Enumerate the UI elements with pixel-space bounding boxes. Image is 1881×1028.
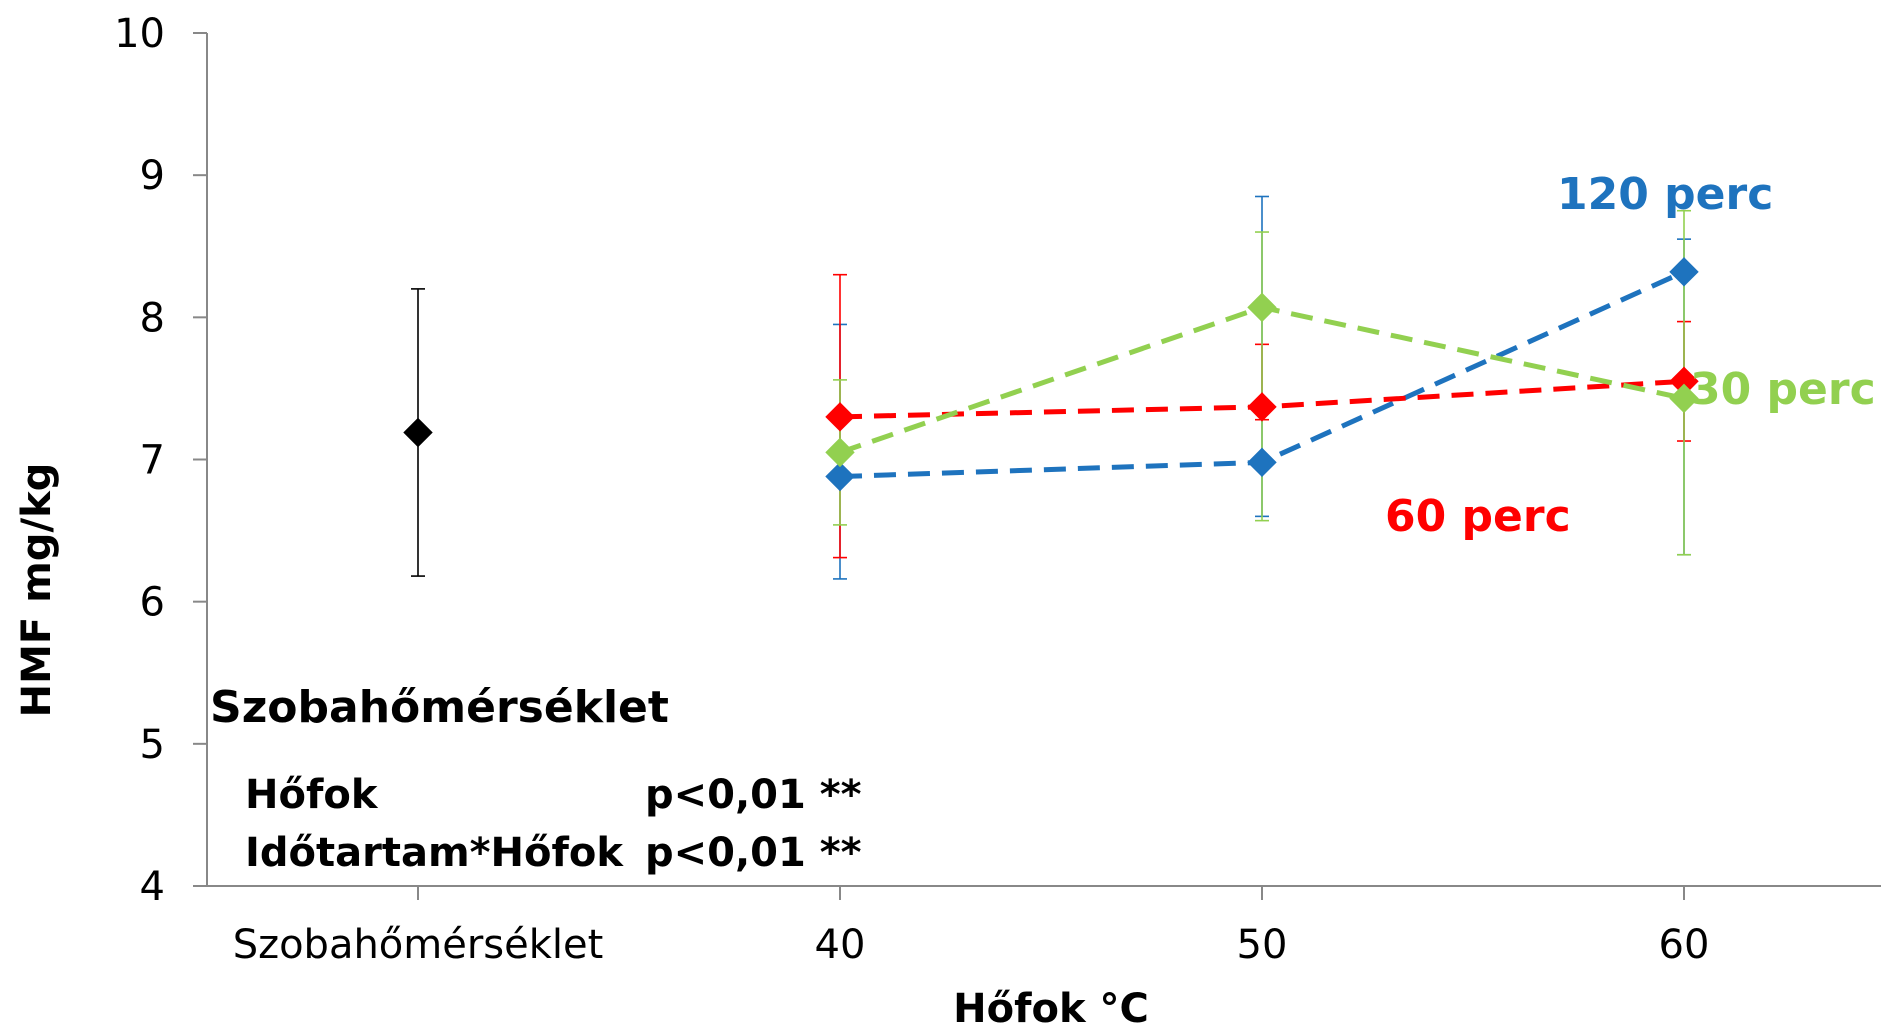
series-label-120-perc: 120 perc bbox=[1557, 169, 1773, 220]
axes: 4 5 6 7 8 9 10 Szobahőmérséklet 40 50 60 bbox=[114, 11, 1881, 968]
stat-p-hofok: p<0,01 ** bbox=[645, 772, 862, 818]
y-tick-label: 7 bbox=[140, 438, 165, 484]
y-axis-title: HMF mg/kg bbox=[14, 463, 60, 718]
error-bar-30-perc bbox=[1255, 231, 1269, 522]
data-point-120-perc bbox=[825, 461, 855, 492]
data-point-30-perc bbox=[1669, 383, 1699, 414]
series-label-30-perc: 30 perc bbox=[1690, 364, 1876, 415]
stat-factor-idotartam-hofok: Időtartam*Hőfok bbox=[245, 830, 624, 876]
data-point-120-perc bbox=[1669, 257, 1699, 287]
y-tick-label: 4 bbox=[140, 864, 165, 910]
labels: Hőfok °C HMF mg/kg Szobahőmérséklet Hőfo… bbox=[14, 169, 1876, 1028]
series-label-60-perc: 60 perc bbox=[1385, 491, 1571, 542]
data-point-60-perc bbox=[825, 402, 855, 432]
data-point-60-perc bbox=[1247, 392, 1277, 422]
x-tick-label: 60 bbox=[1659, 922, 1710, 968]
y-tick-label: 9 bbox=[140, 153, 165, 199]
stat-p-idotartam-hofok: p<0,01 ** bbox=[645, 830, 862, 876]
x-tick-label: 50 bbox=[1237, 922, 1288, 968]
series-markers bbox=[403, 257, 1699, 492]
y-tick-label: 8 bbox=[140, 295, 165, 341]
stat-factor-hofok: Hőfok bbox=[245, 772, 379, 818]
x-tick-label: 40 bbox=[815, 922, 866, 968]
x-axis-title: Hőfok °C bbox=[953, 986, 1149, 1028]
y-tick-label: 5 bbox=[140, 722, 165, 768]
data-point-reference bbox=[403, 417, 433, 448]
data-point-120-perc bbox=[1247, 447, 1277, 478]
reference-label: Szobahőmérséklet bbox=[210, 682, 669, 733]
y-tick-label: 6 bbox=[140, 580, 165, 626]
y-tick-label: 10 bbox=[114, 11, 165, 57]
data-point-30-perc bbox=[1247, 292, 1277, 323]
x-tick-label: Szobahőmérséklet bbox=[233, 922, 604, 968]
data-point-30-perc bbox=[825, 437, 855, 468]
